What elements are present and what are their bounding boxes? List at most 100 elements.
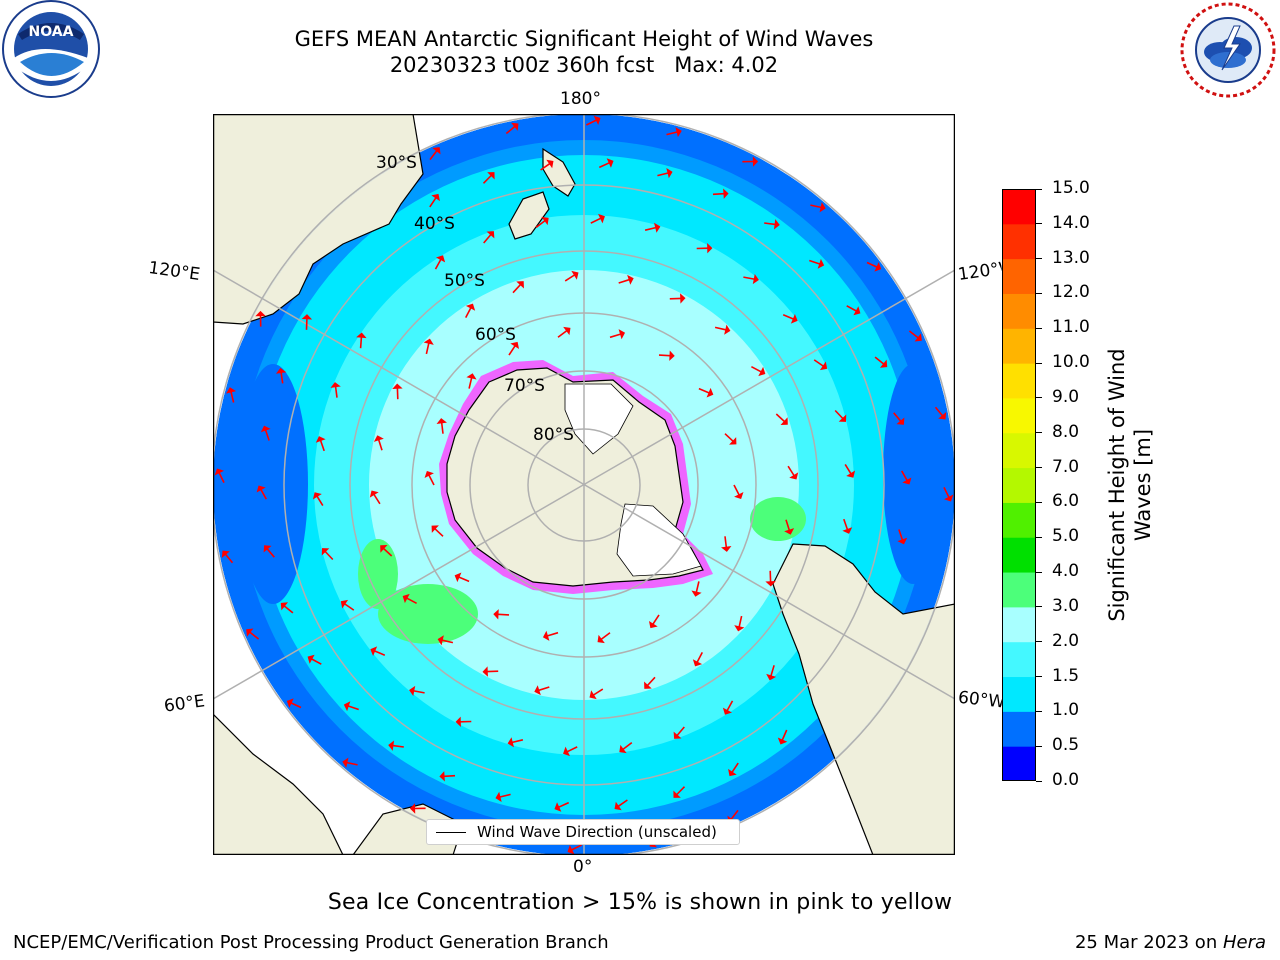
wave-arrow-shaft: [483, 234, 492, 244]
wave-arrow-shaft: [564, 274, 575, 282]
wave-arrow-head: [669, 350, 675, 361]
wave-arrow-head: [409, 685, 416, 697]
colorbar-tick-label: 15.0: [1052, 178, 1090, 198]
wave-arrow-shaft: [764, 222, 776, 226]
wave-arrow-head: [773, 219, 780, 230]
lat-label-30s: 30°S: [376, 153, 417, 173]
colorbar-tick-label: 6.0: [1052, 491, 1080, 512]
colorbar-tick-mark: [1036, 606, 1042, 608]
wave-arrow-shaft: [442, 639, 454, 644]
wave-arrow-shaft: [676, 786, 686, 796]
wave-arrow-head: [879, 359, 888, 368]
footer-host: Hera: [1222, 932, 1266, 953]
wave-arrow-shaft: [311, 658, 322, 665]
wave-arrow-shaft: [730, 809, 739, 820]
wave-arrow-shaft: [810, 204, 822, 209]
wave-arrow-head: [752, 273, 759, 285]
wave-arrow-head: [342, 757, 349, 768]
colorbar-cell: [1002, 189, 1036, 225]
wave-arrow-shaft: [512, 284, 522, 294]
wave-arrow-shaft: [617, 799, 628, 807]
wave-arrow-head: [654, 222, 661, 233]
colorbar-tick-label: 1.0: [1052, 700, 1080, 721]
lon-label-120w: 120°W: [956, 259, 1004, 285]
colorbar-tick-label: 4.0: [1052, 561, 1080, 582]
wave-arrow-shaft: [392, 744, 404, 748]
wave-arrow-head: [598, 213, 605, 224]
colorbar-tick-mark: [1036, 327, 1042, 329]
wave-arrow-head: [897, 537, 908, 545]
wave-arrow-shaft: [844, 463, 852, 475]
wave-arrow-shaft: [834, 409, 844, 420]
colorbar-tick-mark: [1036, 223, 1042, 225]
wave-arrow-head: [275, 367, 287, 374]
wave-arrow-head: [619, 744, 627, 754]
wave-arrow-head: [373, 435, 384, 442]
wave-arrow-head: [571, 270, 579, 280]
wave-arrow-shaft: [443, 774, 456, 778]
colorbar-tick-mark: [1036, 641, 1042, 643]
colorbar-label: Significant Height of Wind Waves [m]: [1104, 305, 1156, 665]
colorbar-tick-mark: [1036, 676, 1042, 678]
wave-arrow-head: [563, 746, 570, 757]
graticule: [213, 114, 955, 855]
wave-arrow-shaft: [324, 550, 334, 561]
wave-arrow-head: [312, 492, 322, 500]
sea-ice-caption: Sea Ice Concentration > 15% is shown in …: [327, 890, 953, 915]
wave-arrow-head: [486, 231, 495, 239]
colorbar-cell: [1002, 432, 1036, 469]
wave-arrow-shaft: [557, 330, 568, 338]
wave-arrow-shaft: [359, 337, 363, 349]
colorbar-tick-label: 1.5: [1052, 665, 1080, 686]
wave-arrow-shaft: [866, 261, 878, 268]
wave-arrow-head: [280, 602, 289, 611]
colorbar-tick-label: 10.0: [1052, 352, 1090, 373]
wave-arrow-head: [734, 625, 745, 632]
wave-arrow-head: [673, 790, 681, 798]
colorbar: [1002, 189, 1036, 781]
wave-arrow-head: [340, 599, 349, 609]
wave-arrow-shaft: [428, 474, 435, 486]
wave-arrow-head: [842, 527, 853, 534]
wave-arrow-head: [487, 172, 495, 180]
wave-arrow-head: [567, 844, 575, 855]
wave-arrow-shaft: [425, 343, 430, 355]
wave-arrow-head: [307, 654, 315, 664]
map-title: GEFS MEAN Antarctic Significant Height o…: [294, 27, 874, 51]
wave-arrow-head: [493, 609, 499, 620]
wave-arrow-head: [765, 581, 776, 587]
wave-arrow-shaft: [346, 761, 358, 766]
wave-arrow-head: [943, 494, 954, 502]
colorbar-tick-label: 13.0: [1052, 247, 1090, 268]
noaa-logo: NOAA: [2, 0, 100, 98]
colorbar-cell: [1002, 746, 1036, 781]
wave-arrow-shaft: [770, 665, 775, 677]
wave-arrow-head: [680, 293, 686, 304]
colorbar-cell: [1002, 397, 1036, 434]
wave-arrow-head: [606, 158, 614, 168]
colorbar-cell: [1002, 363, 1036, 399]
wave-arrow-head: [437, 635, 444, 646]
wave-arrow-head: [627, 274, 634, 285]
wave-arrow-head: [593, 115, 601, 126]
wave-arrow-shaft: [290, 702, 302, 709]
wave-arrow-head: [356, 332, 367, 339]
wave-arrow-head: [432, 147, 441, 155]
wave-arrow-shaft: [934, 406, 944, 417]
wave-arrow-head: [246, 628, 254, 637]
wave-arrow-head: [431, 193, 440, 202]
wave-arrow-shaft: [618, 278, 630, 284]
wave-arrow-head: [436, 255, 446, 263]
wave-arrow-shaft: [893, 412, 902, 422]
wave-arrow-head: [221, 550, 230, 558]
colorbar-cell: [1002, 606, 1036, 643]
wave-arrow-shaft: [468, 377, 473, 389]
wave-arrow-shaft: [512, 739, 524, 744]
lon-label-120e: 120°E: [147, 258, 202, 286]
wave-arrow-shaft: [676, 726, 685, 736]
wave-arrow-shaft: [383, 547, 393, 557]
wave-arrow-head: [516, 281, 524, 289]
wave-arrow-shaft: [434, 259, 442, 270]
wave-arrow-head: [692, 659, 703, 667]
wave-arrow-shaft: [464, 307, 472, 318]
